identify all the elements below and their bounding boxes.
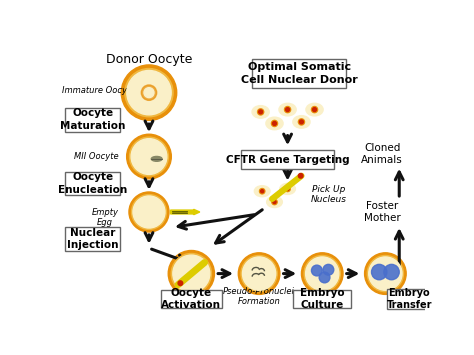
Circle shape (286, 187, 289, 190)
Ellipse shape (306, 103, 323, 116)
FancyBboxPatch shape (65, 227, 120, 251)
Circle shape (313, 108, 317, 111)
Circle shape (301, 253, 343, 294)
FancyBboxPatch shape (65, 171, 120, 196)
Circle shape (365, 253, 406, 294)
Circle shape (298, 174, 303, 178)
Ellipse shape (293, 116, 310, 128)
Ellipse shape (266, 117, 283, 130)
Circle shape (133, 196, 165, 228)
Circle shape (129, 192, 169, 232)
Circle shape (273, 121, 276, 125)
Text: Pick Up
Nucleus: Pick Up Nucleus (310, 185, 346, 204)
Circle shape (272, 120, 278, 126)
Ellipse shape (151, 157, 162, 161)
Text: Donor Oocyte: Donor Oocyte (106, 53, 192, 66)
Circle shape (121, 65, 177, 120)
Text: Nuclear
Injection: Nuclear Injection (67, 228, 118, 250)
Circle shape (384, 264, 399, 280)
Circle shape (168, 251, 214, 297)
Circle shape (127, 134, 171, 179)
Ellipse shape (255, 186, 270, 197)
Circle shape (241, 256, 277, 292)
Circle shape (319, 272, 330, 283)
Circle shape (367, 256, 403, 292)
Circle shape (304, 256, 340, 292)
Circle shape (311, 265, 322, 276)
Text: Empty
Egg: Empty Egg (91, 208, 118, 227)
Circle shape (238, 253, 280, 294)
FancyBboxPatch shape (65, 108, 120, 132)
Text: Oocyte
Enucleation: Oocyte Enucleation (58, 172, 128, 195)
Circle shape (131, 139, 167, 174)
Text: Oocyte
Maturation: Oocyte Maturation (60, 108, 126, 131)
Circle shape (257, 109, 264, 115)
Circle shape (171, 253, 211, 294)
Circle shape (306, 257, 339, 290)
Circle shape (129, 137, 168, 176)
Circle shape (243, 257, 276, 290)
Ellipse shape (252, 106, 269, 118)
Text: Oocyte
Activation: Oocyte Activation (161, 288, 221, 310)
Text: CFTR Gene Targeting: CFTR Gene Targeting (226, 155, 349, 165)
Circle shape (284, 106, 291, 113)
Circle shape (298, 119, 304, 125)
Circle shape (372, 264, 387, 280)
FancyArrow shape (171, 209, 200, 215)
Circle shape (286, 108, 290, 111)
Text: Immature Oocyte: Immature Oocyte (62, 86, 136, 95)
Circle shape (259, 189, 265, 194)
Circle shape (259, 110, 263, 114)
FancyBboxPatch shape (386, 289, 432, 308)
FancyBboxPatch shape (161, 290, 222, 308)
Ellipse shape (267, 197, 282, 207)
FancyBboxPatch shape (241, 150, 334, 169)
Circle shape (132, 195, 166, 229)
Text: Pseudo-Pronuclei
Formation: Pseudo-Pronuclei Formation (223, 287, 295, 306)
Circle shape (272, 199, 277, 205)
Circle shape (144, 88, 154, 98)
Text: Embryo
Transfer: Embryo Transfer (386, 288, 432, 310)
Circle shape (261, 190, 264, 193)
Circle shape (273, 201, 276, 203)
Text: MII Oocyte: MII Oocyte (74, 152, 119, 161)
Text: Embryo
Culture: Embryo Culture (300, 288, 345, 310)
FancyBboxPatch shape (252, 59, 346, 88)
Text: Optimal Somatic
Cell Nuclear Donor: Optimal Somatic Cell Nuclear Donor (241, 62, 357, 84)
Ellipse shape (279, 103, 296, 116)
Circle shape (125, 69, 173, 117)
Text: Foster
Mother: Foster Mother (364, 201, 401, 223)
Circle shape (178, 281, 182, 285)
FancyBboxPatch shape (293, 290, 351, 308)
Circle shape (369, 257, 402, 290)
Circle shape (141, 85, 157, 100)
Circle shape (323, 264, 334, 275)
Circle shape (127, 71, 171, 115)
Ellipse shape (280, 184, 295, 194)
Circle shape (300, 120, 303, 124)
Circle shape (311, 106, 318, 113)
Text: Cloned
Animals: Cloned Animals (361, 143, 403, 165)
Circle shape (285, 186, 290, 192)
Circle shape (173, 255, 210, 292)
